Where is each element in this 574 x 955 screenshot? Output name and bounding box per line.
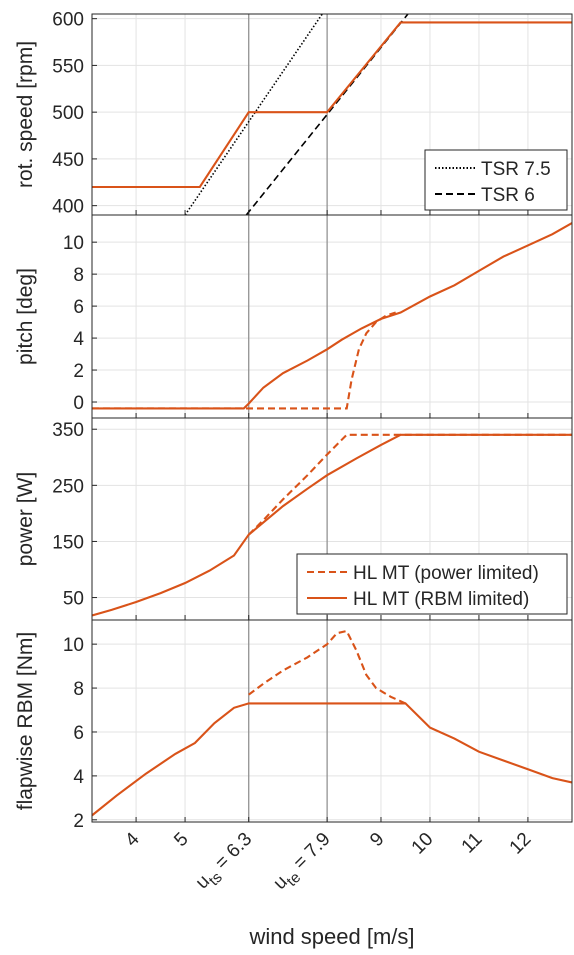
y-tick-label: 8: [73, 679, 84, 700]
y-tick-label: 400: [52, 197, 84, 218]
y-tick-label: 6: [73, 297, 84, 318]
y-axis-label: power [W]: [14, 472, 37, 567]
y-tick-label: 2: [73, 361, 84, 382]
series-line-solid-2: [92, 21, 572, 189]
x-tick-label: uts = 6.3: [192, 829, 260, 897]
series-line-dashed-0: [92, 311, 397, 410]
y-tick-label: 250: [52, 476, 84, 497]
series-line-dashed-0: [248, 629, 406, 705]
y-tick-label: 10: [63, 233, 84, 254]
series-line-solid-1: [92, 222, 572, 410]
panel-3: 2 4 6 8 10 flapwise RBM [Nm]: [14, 619, 573, 832]
y-tick-label: 150: [52, 532, 84, 553]
x-tick-label: ute = 7.9: [269, 829, 338, 898]
y-tick-label: 4: [73, 329, 84, 350]
y-tick-label: 500: [52, 103, 84, 124]
series-line-hl-mt-rbm-limited-: [92, 433, 572, 617]
series-line-hl-mt-power-limited-: [247, 433, 572, 536]
x-tick-label: 5: [170, 829, 192, 851]
panel-1: 0 2 4 6 8 10 pitch [deg]: [14, 214, 573, 419]
y-tick-label: 550: [52, 56, 84, 77]
y-tick-label: 350: [52, 420, 84, 441]
panel-2: 50 150 250 350 power [W] HL MT (power limited…: [14, 417, 573, 621]
legend-entry: TSR 6: [481, 185, 535, 206]
y-tick-label: 8: [73, 265, 84, 286]
x-tick-label: 11: [458, 829, 487, 858]
y-tick-label: 2: [73, 811, 84, 832]
y-tick-label: 50: [63, 589, 84, 610]
y-tick-label: 6: [73, 723, 84, 744]
legend-entry: HL MT (RBM limited): [353, 589, 529, 610]
x-tick-label: 4: [121, 828, 144, 851]
x-tick-label: 10: [408, 829, 438, 859]
legend-box: [424, 149, 568, 211]
x-tick-label: 9: [366, 829, 388, 851]
panel-0: 400 450 500 550 600 rot. speed [rpm] TSR 7.5 TS…: [14, 10, 573, 218]
legend-entry: TSR 7.5: [481, 159, 551, 180]
legend-entry: HL MT (power limited): [353, 563, 539, 584]
y-axis-label: rot. speed [rpm]: [14, 41, 37, 188]
y-axis-label: pitch [deg]: [14, 268, 37, 365]
legend-box: [296, 553, 568, 615]
y-axis-label: flapwise RBM [Nm]: [14, 632, 37, 811]
y-tick-label: 10: [63, 635, 84, 656]
axes-box: [91, 619, 573, 823]
series-line-solid-1: [92, 702, 572, 817]
y-tick-label: 450: [52, 150, 84, 171]
y-tick-label: 600: [52, 10, 84, 31]
x-tick-label: 12: [506, 829, 536, 859]
axes-box: [91, 214, 573, 419]
x-axis-label: wind speed [m/s]: [248, 924, 414, 949]
series-line-tsr-7-5: [184, 14, 323, 215]
y-tick-label: 4: [73, 767, 84, 788]
y-tick-label: 0: [73, 393, 84, 414]
